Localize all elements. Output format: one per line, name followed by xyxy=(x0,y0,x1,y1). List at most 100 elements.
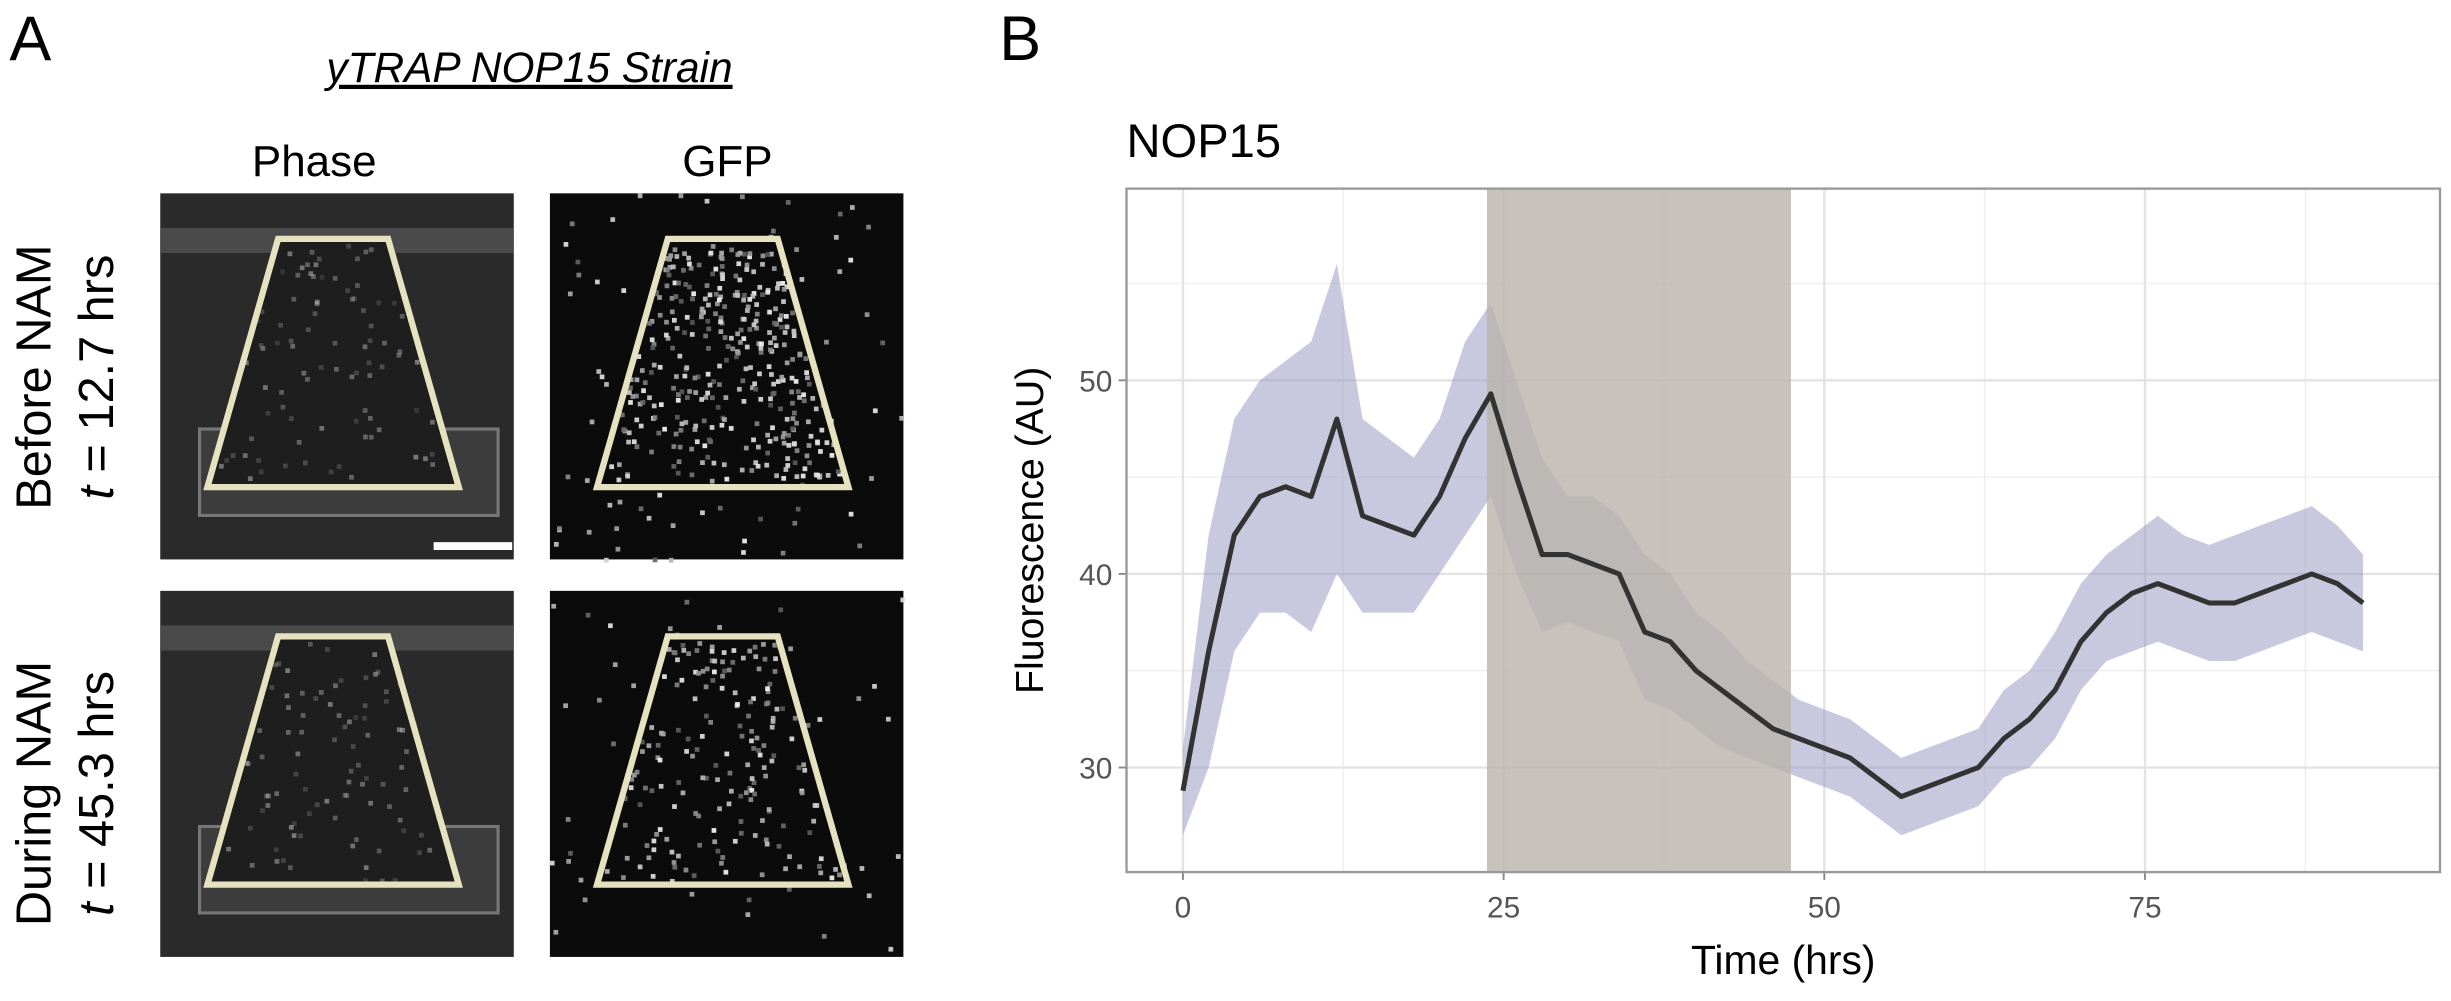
speckle xyxy=(672,650,678,656)
panel-label: B xyxy=(999,4,1041,74)
speckle xyxy=(719,860,724,866)
speckle xyxy=(673,294,679,299)
speckle xyxy=(355,283,360,288)
speckle xyxy=(638,423,644,429)
speckle xyxy=(628,385,633,391)
speckle xyxy=(671,264,676,270)
panel-a-title: yTRAP NOP15 Strain xyxy=(323,44,732,91)
speckle xyxy=(837,269,843,274)
speckle xyxy=(296,440,302,445)
speckle xyxy=(756,341,762,347)
speckle xyxy=(738,830,744,836)
speckle xyxy=(722,335,728,340)
speckle xyxy=(651,403,657,409)
speckle xyxy=(417,850,422,856)
speckle xyxy=(353,837,359,843)
speckle xyxy=(269,685,275,690)
speckle xyxy=(735,350,741,356)
speckle xyxy=(694,747,700,752)
speckle xyxy=(684,365,690,371)
speckle xyxy=(774,706,780,712)
speckle xyxy=(650,345,656,350)
speckle xyxy=(780,281,786,286)
speckle xyxy=(305,377,310,382)
speckle xyxy=(280,269,285,275)
speckle xyxy=(706,326,712,332)
speckle xyxy=(291,296,297,302)
speckle xyxy=(764,841,770,847)
speckle xyxy=(792,460,798,466)
speckle xyxy=(332,737,337,743)
speckle xyxy=(808,433,814,439)
speckle xyxy=(607,502,613,508)
speckle xyxy=(713,292,719,297)
speckle xyxy=(351,296,357,301)
speckle xyxy=(784,416,790,422)
speckle xyxy=(745,304,751,310)
speckle xyxy=(817,864,822,869)
speckle xyxy=(751,437,756,443)
speckle xyxy=(675,397,681,403)
chart-title: NOP15 xyxy=(1127,114,1282,167)
speckle xyxy=(709,425,715,430)
speckle xyxy=(690,753,695,759)
speckle xyxy=(355,256,360,262)
speckle xyxy=(689,446,694,452)
speckle xyxy=(793,379,799,384)
speckle xyxy=(676,780,682,785)
speckle xyxy=(676,853,681,859)
speckle xyxy=(316,256,322,262)
speckle xyxy=(684,314,690,320)
speckle xyxy=(751,322,757,328)
speckle xyxy=(753,318,759,324)
speckle xyxy=(353,715,359,720)
speckle xyxy=(299,265,305,271)
speckle xyxy=(730,659,736,665)
speckle xyxy=(788,646,793,652)
speckle xyxy=(759,872,765,878)
speckle xyxy=(801,398,807,404)
speckle xyxy=(368,323,374,329)
speckle xyxy=(372,652,378,657)
speckle xyxy=(319,426,325,431)
speckle xyxy=(634,377,640,383)
speckle xyxy=(696,813,702,819)
speckle xyxy=(726,667,732,673)
speckle xyxy=(696,670,701,676)
speckle xyxy=(658,402,664,408)
speckle xyxy=(403,787,409,792)
speckle xyxy=(722,417,727,422)
speckle xyxy=(362,715,367,721)
speckle xyxy=(849,205,855,210)
speckle xyxy=(741,316,747,322)
speckle xyxy=(775,379,781,384)
speckle xyxy=(719,264,725,269)
speckle xyxy=(749,738,754,744)
speckle xyxy=(363,865,369,871)
speckle xyxy=(382,340,387,346)
speckle xyxy=(349,374,355,380)
speckle xyxy=(806,443,812,448)
speckle xyxy=(647,395,652,401)
speckle xyxy=(720,272,725,278)
speckle xyxy=(224,458,230,463)
speckle xyxy=(761,642,766,647)
speckle xyxy=(765,252,771,257)
speckle xyxy=(641,388,646,394)
speckle xyxy=(302,786,308,792)
speckle xyxy=(682,330,687,335)
speckle xyxy=(334,366,339,372)
speckle xyxy=(775,285,780,291)
speckle xyxy=(660,731,666,737)
speckle xyxy=(259,309,265,315)
speckle xyxy=(367,415,373,421)
speckle xyxy=(794,474,800,479)
speckle xyxy=(396,352,402,358)
speckle xyxy=(691,873,697,879)
speckle xyxy=(663,332,669,338)
speckle xyxy=(664,256,670,261)
speckle xyxy=(640,749,645,754)
speckle xyxy=(311,274,316,279)
speckle xyxy=(724,357,729,363)
speckle xyxy=(285,730,291,735)
